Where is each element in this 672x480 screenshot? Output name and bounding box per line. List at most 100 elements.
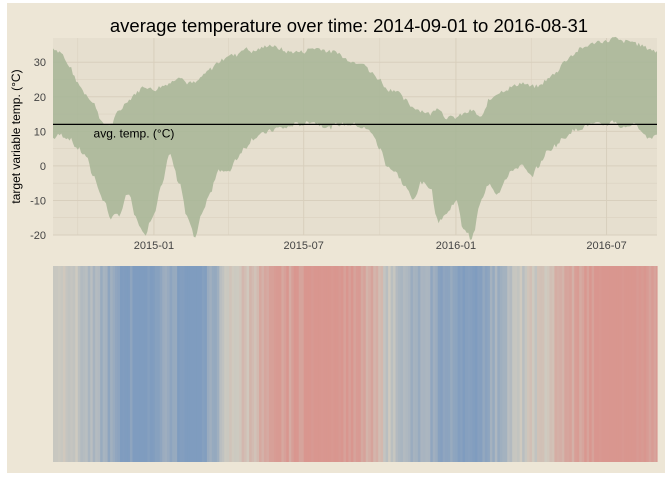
stripe	[385, 266, 389, 462]
stripe	[497, 266, 501, 462]
stripe	[633, 266, 637, 462]
stripe	[579, 266, 583, 462]
stripe	[437, 266, 441, 462]
y-tick-label: 10	[34, 126, 46, 138]
stripe	[574, 266, 578, 462]
stripe	[591, 266, 595, 462]
stripe	[134, 266, 138, 462]
stripe	[338, 266, 342, 462]
stripe	[157, 266, 161, 462]
y-tick-label: 20	[34, 92, 46, 104]
stripe	[82, 266, 86, 462]
stripe	[539, 266, 543, 462]
stripe	[472, 266, 476, 462]
stripe	[55, 266, 59, 462]
chart-title: average temperature over time: 2014-09-0…	[110, 15, 588, 36]
stripe	[75, 266, 79, 462]
stripe	[474, 266, 479, 462]
stripe	[172, 266, 176, 462]
stripe	[139, 266, 143, 462]
stripe	[271, 266, 275, 462]
stripe	[479, 266, 484, 462]
stripe	[281, 266, 285, 462]
stripe	[509, 266, 513, 462]
stripe	[226, 266, 230, 462]
stripe	[331, 266, 335, 462]
stripe	[643, 266, 647, 462]
stripe	[169, 266, 173, 462]
stripe	[527, 266, 531, 462]
stripe	[641, 266, 645, 462]
stripe	[422, 266, 426, 462]
stripe	[609, 266, 613, 462]
stripe	[365, 266, 369, 462]
stripe	[353, 266, 357, 462]
stripe	[72, 266, 76, 462]
stripe	[293, 266, 297, 462]
stripe	[77, 266, 81, 462]
stripe	[447, 266, 451, 462]
y-tick-label: -10	[30, 195, 46, 207]
stripe	[147, 266, 151, 462]
stripe	[628, 266, 632, 462]
stripe	[57, 266, 62, 462]
stripe	[318, 266, 322, 462]
stripe	[127, 266, 131, 462]
stripe	[303, 266, 307, 462]
stripe	[60, 266, 64, 462]
stripe	[306, 266, 310, 462]
stripe	[571, 266, 575, 462]
stripe	[494, 266, 498, 462]
stripe	[470, 266, 474, 462]
stripe	[360, 266, 364, 462]
stripe	[460, 266, 464, 462]
stripe	[328, 266, 332, 462]
stripe	[296, 266, 300, 462]
stripe	[231, 266, 235, 462]
stripe	[455, 266, 459, 462]
stripe	[142, 266, 146, 462]
stripe	[340, 266, 345, 462]
stripe	[564, 266, 568, 462]
stripe	[646, 266, 650, 462]
stripe	[358, 266, 362, 462]
stripe	[273, 266, 277, 462]
stripe	[584, 266, 588, 462]
stripe	[489, 266, 493, 462]
stripe	[268, 266, 273, 462]
average-temperature-label: avg. temp. (°C)	[94, 126, 175, 140]
stripe	[251, 266, 255, 462]
stripe	[283, 266, 287, 462]
stripe	[311, 266, 315, 462]
stripe	[606, 266, 610, 462]
stripe	[167, 266, 171, 462]
stripe	[144, 266, 148, 462]
x-tick-label: 2016-01	[436, 240, 476, 252]
stripe	[534, 266, 538, 462]
stripe	[184, 266, 188, 462]
stripe	[388, 266, 392, 462]
stripe	[618, 266, 623, 462]
stripe	[400, 266, 404, 462]
stripe	[102, 266, 106, 462]
stripe	[90, 266, 94, 462]
stripe	[502, 266, 506, 462]
stripe	[415, 266, 419, 462]
stripe	[179, 266, 183, 462]
stripe	[219, 266, 223, 462]
stripe	[616, 266, 620, 462]
stripe	[556, 266, 560, 462]
stripe	[427, 266, 431, 462]
stripe	[187, 266, 191, 462]
stripe	[201, 266, 206, 462]
stripe	[457, 266, 461, 462]
figure: average temperature over time: 2014-09-0…	[7, 3, 665, 473]
stripe	[214, 266, 218, 462]
stripe	[559, 266, 563, 462]
stripe	[512, 266, 516, 462]
stripe	[430, 266, 434, 462]
stripe	[105, 266, 109, 462]
stripe	[623, 266, 627, 462]
stripe	[581, 266, 585, 462]
stripe	[177, 266, 181, 462]
